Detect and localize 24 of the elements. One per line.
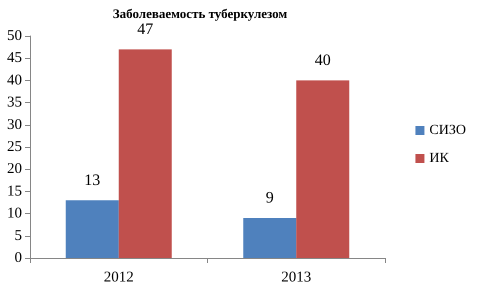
y-tick-label: 50 <box>7 28 22 44</box>
data-label: 47 <box>137 20 154 38</box>
legend-label: ИК <box>429 151 450 166</box>
data-label: 13 <box>84 172 100 189</box>
y-tick-label: 15 <box>7 183 22 200</box>
bar <box>66 200 119 258</box>
y-tick-label: 25 <box>7 139 22 155</box>
data-label: 40 <box>314 52 331 69</box>
y-tick-label: 30 <box>7 116 22 133</box>
x-tick-label: 2012 <box>104 270 134 286</box>
bar <box>243 218 296 258</box>
y-tick-label: 0 <box>14 250 22 266</box>
bar <box>296 80 350 258</box>
data-label: 9 <box>266 190 274 207</box>
x-tick-label: 2013 <box>281 270 312 286</box>
y-tick-label: 40 <box>7 72 22 88</box>
bar <box>118 49 172 258</box>
y-tick-label: 5 <box>14 228 22 244</box>
legend-label: СИЗО <box>429 123 466 138</box>
y-tick-label: 10 <box>7 206 22 222</box>
y-tick-label: 35 <box>7 94 22 111</box>
y-tick-label: 20 <box>7 161 22 178</box>
chart-title: Заболеваемость туберкулезом <box>112 6 288 21</box>
y-tick-label: 45 <box>7 50 22 66</box>
